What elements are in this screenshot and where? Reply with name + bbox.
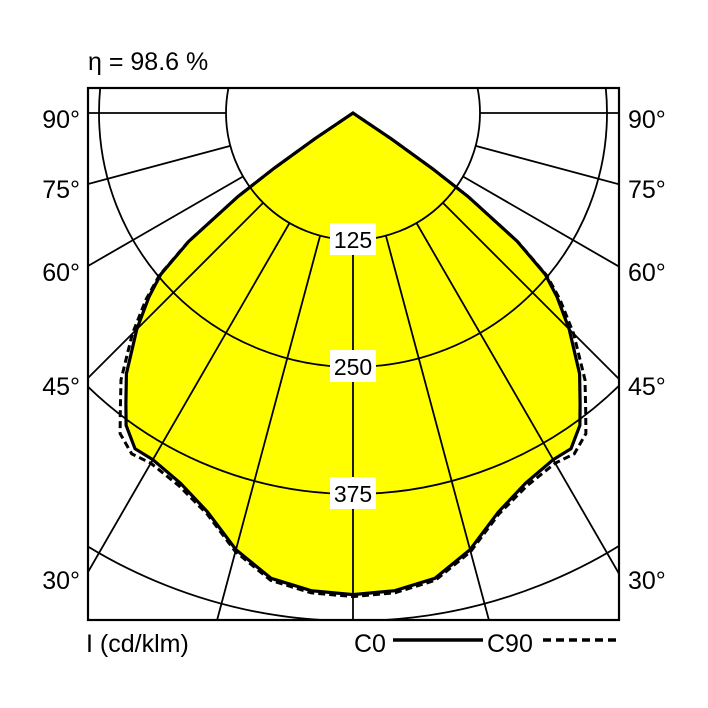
legend-c0-label: C0 [354,630,386,658]
legend-c90-label: C90 [487,630,533,658]
ring-label-bg-250 [330,350,376,382]
angle-label-45-left: 45° [42,373,80,401]
angle-labels-left: 90° 75° 60° 45° 30° [42,106,80,595]
angle-label-60-left: 60° [42,259,80,287]
radial-line-30-right [415,222,619,575]
radial-line-75-right [475,145,619,186]
plot-frame [86,86,621,622]
angle-label-30-right: 30° [628,567,666,595]
ring-label-375: 375 [334,481,372,507]
angle-label-75-right: 75° [628,176,666,204]
radial-line-75-left [88,145,231,185]
ring-label-bg-125 [330,223,376,255]
c90-curve [118,111,588,599]
angle-label-60-right: 60° [628,259,666,287]
angle-label-45-right: 45° [628,373,666,401]
ring-label-250: 250 [334,354,372,380]
radial-line-45-left [88,202,264,379]
radial-line-30-left [88,222,291,573]
radial-line-15-right [385,235,490,620]
c0-curve [124,111,582,597]
efficiency-label: η = 98.6 % [88,48,208,76]
radial-line-45-right [442,202,619,380]
angle-label-90-right: 90° [628,106,666,134]
angle-label-30-left: 30° [42,567,80,595]
angle-labels-right: 90° 75° 60° 45° 30° [628,106,666,595]
unit-label: I (cd/klm) [86,630,189,658]
radial-line-60-right [462,175,619,268]
ring-label-bg-375 [330,477,376,509]
radial-line-60-left [88,175,244,267]
angle-label-90-left: 90° [42,106,80,134]
ring-label-125: 125 [334,227,372,253]
angle-label-75-left: 75° [42,176,80,204]
radial-line-15-left [216,235,321,620]
